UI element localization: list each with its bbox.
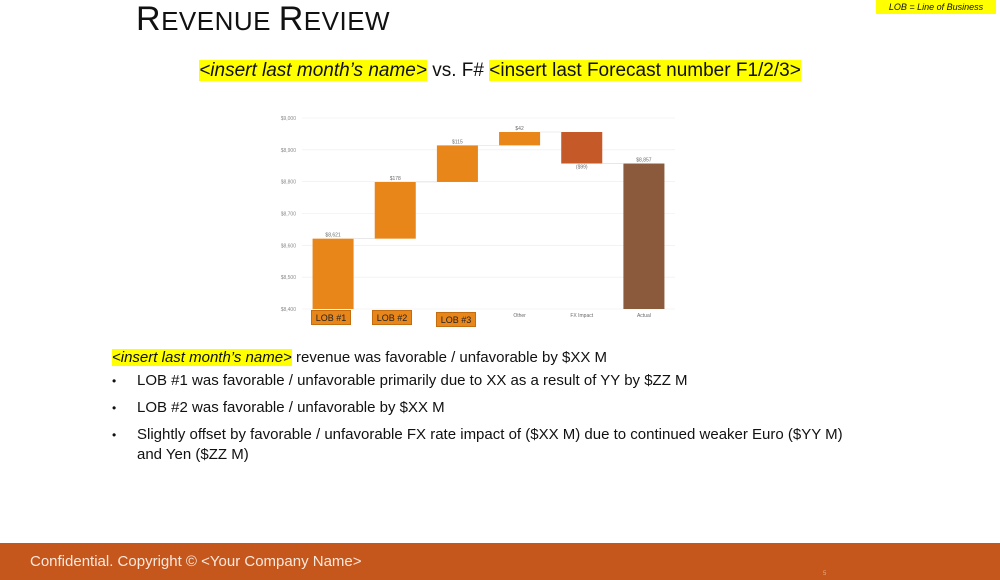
- bullet-dot: •: [112, 428, 117, 442]
- bullet-dot: •: [112, 374, 117, 388]
- lob-2-label-box: LOB #2: [372, 310, 412, 325]
- data-label: $8,857: [636, 158, 652, 164]
- subtitle-vs-text: vs. F#: [426, 60, 490, 81]
- y-tick-label: $8,800: [281, 180, 297, 186]
- x-tick-label: Other: [513, 313, 526, 319]
- y-tick-label: $8,900: [281, 148, 297, 154]
- lob-1-label-box: LOB #1: [311, 310, 351, 325]
- data-label: $8,621: [325, 233, 341, 239]
- commentary-bullets: • LOB #1 was favorable / unfavorable prim…: [110, 368, 850, 465]
- footer-copyright: Confidential. Copyright © <Your Company …: [30, 553, 362, 570]
- bullet-item: • Slightly offset by favorable / unfavora…: [110, 425, 850, 465]
- data-label: $178: [390, 176, 401, 182]
- x-tick-label: Actual: [637, 313, 651, 319]
- x-tick-label: FX Impact: [570, 313, 593, 319]
- slide-subtitle: <insert last month’s name> vs. F# <inser…: [0, 60, 1000, 82]
- waterfall-bar: [374, 181, 416, 239]
- bullet-dot: •: [112, 401, 117, 415]
- data-label: $115: [452, 139, 463, 145]
- lob-definition-note: LOB = Line of Business: [876, 0, 996, 14]
- summary-line: <insert last month’s name> revenue was f…: [112, 349, 607, 366]
- y-tick-label: $8,700: [281, 212, 297, 218]
- footer-bar: Confidential. Copyright © <Your Company …: [0, 543, 1000, 580]
- bullet-item: • LOB #2 was favorable / unfavorable by $…: [110, 398, 850, 418]
- forecast-placeholder: <insert last Forecast number F1/2/3>: [489, 60, 801, 81]
- bullet-item: • LOB #1 was favorable / unfavorable prim…: [110, 371, 850, 391]
- data-label: $42: [515, 126, 524, 132]
- last-month-placeholder: <insert last month’s name>: [199, 60, 427, 81]
- y-tick-label: $9,000: [281, 116, 297, 122]
- bullet-text: LOB #1 was favorable / unfavorable prima…: [137, 372, 688, 389]
- summary-text: revenue was favorable / unfavorable by $…: [291, 349, 608, 366]
- y-tick-label: $8,500: [281, 275, 297, 281]
- lob-3-label-box: LOB #3: [436, 312, 476, 327]
- slide-title: REVENUE REVIEW: [136, 0, 391, 38]
- y-tick-label: $8,400: [281, 307, 297, 313]
- data-label: ($99): [576, 165, 588, 171]
- page-number: 5: [823, 571, 827, 577]
- y-tick-label: $8,600: [281, 243, 297, 249]
- waterfall-bar: [499, 132, 541, 146]
- waterfall-bar: [436, 145, 478, 182]
- waterfall-bar: [312, 238, 354, 309]
- waterfall-bar: [561, 132, 603, 164]
- summary-month-placeholder: <insert last month’s name>: [112, 349, 292, 366]
- bullet-text: Slightly offset by favorable / unfavorab…: [137, 426, 843, 463]
- revenue-waterfall-chart: $8,400 $8,500 $8,600 $8,700 $8,800 $8,900 $9,0…: [281, 116, 675, 319]
- waterfall-bar: [623, 163, 665, 309]
- bullet-text: LOB #2 was favorable / unfavorable by $X…: [137, 399, 445, 416]
